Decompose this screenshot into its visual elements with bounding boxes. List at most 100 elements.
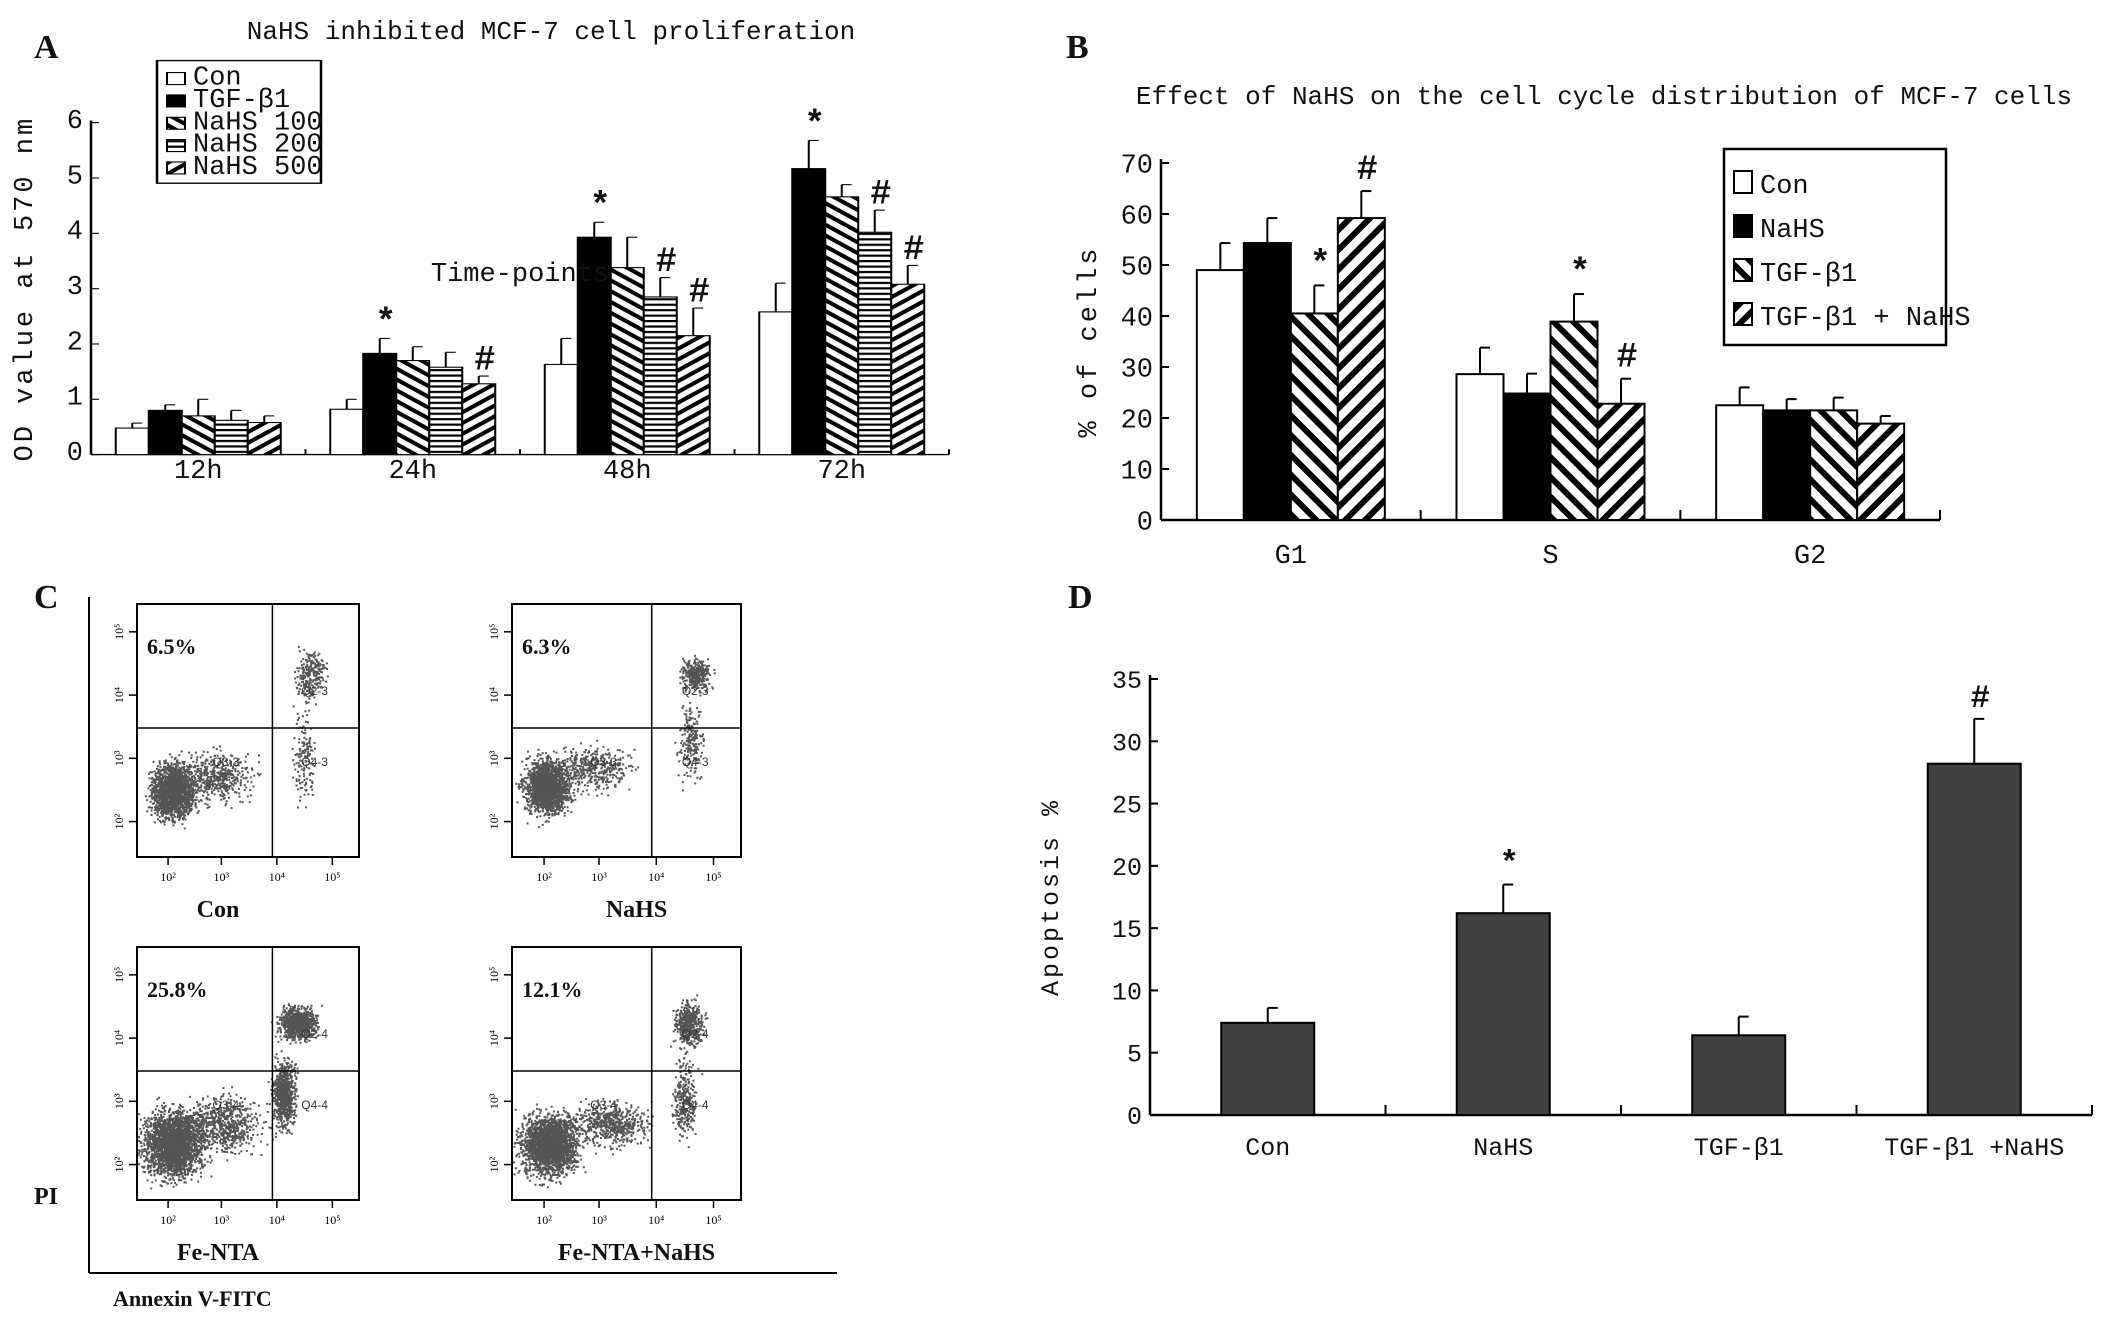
chart-b-cell-cycle: 0 10 20 30 40 50 60 70 G1 * # S * # G2 Effect of NaHS o… <box>1075 82 2072 572</box>
bar-nahs <box>1242 242 1292 521</box>
flow-plot-fe-nta: 25.8% Q2-4 Q3-4 Q4-4 10² 10³ 10⁴ 10⁵ 10⁵ 10⁴ 10³ 10… <box>112 946 360 1266</box>
y-tick-label: 10 <box>1121 458 1153 488</box>
flow-plot-fe-nta-nahs: 12.1% Q2-4 Q3-4 Q4-4 10² 10³ 10⁴ 10⁵ 10⁵ 10⁴ 10³ 10… <box>487 946 742 1266</box>
cell-population-3 <box>291 700 316 809</box>
legend-label: Con <box>1760 172 1809 202</box>
cell-population-1 <box>172 1086 277 1162</box>
bar-tgf-1 <box>362 352 398 456</box>
upper-left-percent: 25.8% <box>147 977 208 1002</box>
x-tick-label: TGF-β1 +NaHS <box>1884 1134 2064 1163</box>
x-tick-label: 10⁵ <box>705 1213 721 1227</box>
x-tick-label: 10² <box>160 1213 176 1227</box>
upper-left-percent: 6.5% <box>147 634 197 659</box>
bar-nahs-500 <box>675 335 711 456</box>
cell-population-3 <box>266 1050 300 1135</box>
y-tick-label: 6 <box>67 107 83 137</box>
panel-condition-label: Fe-NTA+NaHS <box>558 1240 715 1266</box>
chart-a-proliferation: 0 1 2 3 4 5 6 12h 24h * #48h * # #72h * # # NaHS inhibite… <box>11 17 950 487</box>
y-tick-label: 15 <box>1112 916 1142 945</box>
cell-population-2 <box>292 646 329 708</box>
bar-apoptosis <box>1220 1021 1316 1116</box>
upper-left-percent: 12.1% <box>522 977 583 1002</box>
panel-condition-label: NaHS <box>606 897 667 923</box>
panel-condition-label: Con <box>197 897 240 923</box>
bar-nahs-100 <box>824 196 860 456</box>
legend-label: NaHS 100 <box>193 108 323 138</box>
x-tick-label: 24h <box>388 457 437 487</box>
y-tick-label: 30 <box>1121 356 1153 386</box>
legend-swatch <box>1733 170 1753 194</box>
panel-condition-label: Fe-NTA <box>177 1240 260 1266</box>
y-tick-label: 10² <box>487 813 501 829</box>
bar-con <box>1455 373 1505 522</box>
quadrant-label: Q3-4 <box>212 1098 239 1112</box>
y-tick-label: 0 <box>1137 509 1153 539</box>
y-tick-label: 10² <box>112 1156 126 1172</box>
upper-left-percent: 6.3% <box>522 634 572 659</box>
bar-con <box>543 363 579 456</box>
panel-letter-b: B <box>1066 29 1089 66</box>
chart-c-flow-cytometry: 6.5% Q2-3 Q3-3 Q4-3 10² 10³ 10⁴ 10⁵ 10⁵ 10⁴ 10³ 10²… <box>34 597 837 1311</box>
bar-tgf-1 <box>576 236 612 456</box>
bar-tgf-1 <box>791 168 827 456</box>
significance-mark: # <box>870 175 891 215</box>
bar-tgf-1 <box>1289 312 1339 522</box>
y-tick-label: 10⁴ <box>112 1030 126 1046</box>
significance-mark: # <box>656 242 677 282</box>
x-tick-label: 12h <box>174 457 223 487</box>
x-tick-label: 48h <box>603 457 652 487</box>
y-tick-label: 40 <box>1121 305 1153 335</box>
significance-mark: # <box>1970 680 1990 717</box>
significance-mark: # <box>1357 150 1378 190</box>
y-tick-label: 35 <box>1112 667 1142 696</box>
bar-nahs-200 <box>213 419 249 456</box>
bar-nahs-200 <box>428 366 464 456</box>
y-tick-label: 10⁵ <box>112 967 126 983</box>
x-tick-label: 10³ <box>591 1213 607 1227</box>
plot-frame <box>511 946 742 1201</box>
panel-letter-d: D <box>1068 579 1093 616</box>
legend-swatch <box>166 139 186 153</box>
bar-tgf-1 <box>1549 320 1599 521</box>
bar-con <box>1715 404 1765 521</box>
x-tick-label: Con <box>1245 1134 1290 1163</box>
quadrant-label: Q4-4 <box>682 1098 709 1112</box>
bar-nahs-500 <box>461 383 497 456</box>
x-tick-label: 10³ <box>214 1213 230 1227</box>
x-tick-label: TGF-β1 <box>1694 1134 1784 1163</box>
legend-swatch <box>166 161 186 175</box>
x-tick-label: 10² <box>536 870 552 884</box>
y-tick-label: 30 <box>1112 729 1142 758</box>
y-tick-label: 0 <box>1127 1103 1142 1132</box>
flow-plot-nahs: 6.3% Q2-3 Q3-3 Q4-3 10² 10³ 10⁴ 10⁵ 10⁵ 10⁴ 10³ 10²… <box>487 603 742 923</box>
x-tick-label: 10³ <box>214 870 230 884</box>
bar-apoptosis <box>1455 912 1551 1116</box>
bar-tgf-1-nahs <box>1856 422 1906 521</box>
significance-mark: * <box>375 303 396 343</box>
bar-nahs-200 <box>857 231 893 456</box>
bar-nahs <box>1762 409 1812 522</box>
legend-label: Con <box>193 64 242 94</box>
bar-apoptosis <box>1691 1034 1787 1117</box>
y-axis-label: OD value at 570 nm <box>11 116 41 462</box>
legend-swatch <box>1733 214 1753 238</box>
y-tick-label: 10 <box>1112 978 1142 1007</box>
legend-swatch <box>166 116 186 130</box>
bar-apoptosis <box>1926 762 2022 1116</box>
significance-mark: * <box>1569 253 1590 293</box>
y-tick-label: 10² <box>112 813 126 829</box>
bar-con <box>758 311 794 456</box>
y-axis-label: Apoptosis % <box>1037 798 1066 996</box>
quadrant-label: Q2-3 <box>682 684 709 698</box>
x-axis-label: Time-points <box>431 260 609 290</box>
y-tick-label: 0 <box>67 439 83 469</box>
quadrant-label: Q4-3 <box>301 755 328 769</box>
x-tick-label: 10⁴ <box>648 870 664 884</box>
cell-population-0 <box>513 1103 587 1189</box>
y-axis-label: PI <box>34 1184 58 1210</box>
panel-letter-a: A <box>34 29 59 66</box>
y-tick-label: 10⁵ <box>112 624 126 640</box>
x-tick-label: NaHS <box>1473 1134 1533 1163</box>
x-tick-label: G2 <box>1794 542 1826 572</box>
